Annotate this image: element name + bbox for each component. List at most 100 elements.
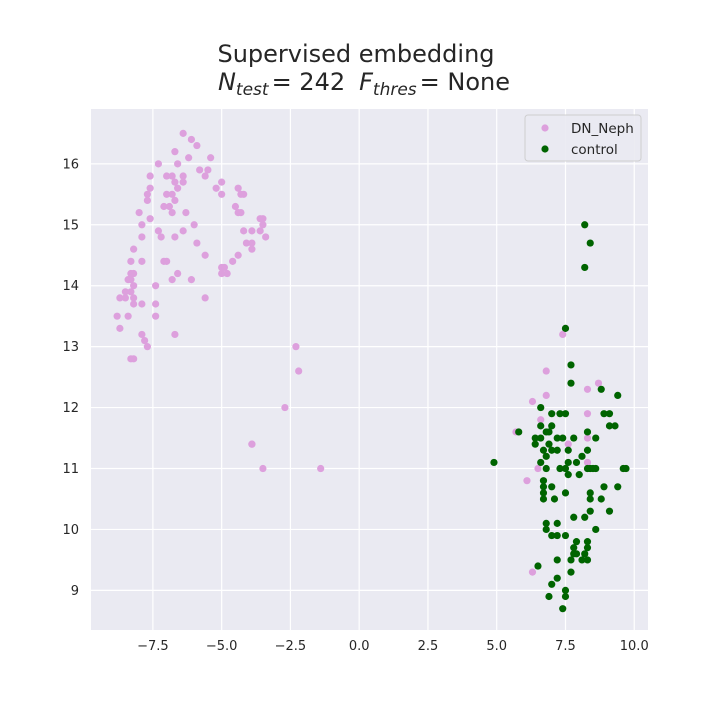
data-point bbox=[597, 385, 605, 393]
data-point bbox=[531, 440, 539, 448]
data-point bbox=[553, 446, 561, 454]
data-point bbox=[561, 410, 570, 418]
data-point bbox=[141, 336, 149, 345]
data-point bbox=[146, 215, 154, 223]
legend-marker bbox=[541, 124, 549, 132]
data-point bbox=[171, 148, 179, 156]
data-point bbox=[570, 544, 578, 552]
data-point bbox=[193, 239, 201, 247]
data-point bbox=[138, 300, 146, 308]
data-point bbox=[567, 556, 575, 564]
data-point bbox=[143, 190, 151, 198]
data-point bbox=[281, 403, 289, 412]
data-point bbox=[542, 452, 550, 460]
data-point bbox=[597, 495, 605, 503]
data-point bbox=[622, 464, 630, 473]
data-point bbox=[138, 221, 146, 229]
plot-area bbox=[91, 109, 648, 630]
data-point bbox=[614, 483, 622, 491]
data-point bbox=[572, 550, 581, 558]
data-point bbox=[539, 483, 548, 491]
data-point bbox=[234, 251, 242, 259]
data-point bbox=[174, 269, 182, 278]
data-point bbox=[248, 239, 256, 247]
data-point bbox=[130, 282, 138, 290]
data-point bbox=[545, 428, 553, 436]
data-point bbox=[531, 434, 539, 442]
title-line-1: Supervised embedding bbox=[217, 40, 494, 68]
data-point bbox=[614, 391, 622, 399]
data-point bbox=[295, 367, 303, 375]
data-point bbox=[539, 446, 548, 454]
data-point bbox=[548, 422, 556, 430]
data-point bbox=[583, 385, 592, 393]
data-point bbox=[548, 446, 556, 454]
data-point bbox=[130, 300, 138, 308]
data-point bbox=[157, 233, 165, 241]
x-tick-label: −2.5 bbox=[275, 639, 307, 654]
f-symbol: F bbox=[359, 68, 374, 96]
data-point bbox=[248, 440, 256, 448]
gridlines bbox=[91, 109, 648, 630]
data-point bbox=[179, 129, 187, 137]
data-point bbox=[572, 458, 581, 467]
data-point bbox=[583, 434, 592, 442]
data-point bbox=[539, 489, 548, 497]
data-point bbox=[528, 397, 537, 406]
data-point bbox=[548, 580, 556, 588]
data-point bbox=[564, 458, 572, 467]
data-point bbox=[124, 276, 132, 284]
data-point bbox=[152, 312, 160, 320]
data-point bbox=[259, 215, 267, 223]
y-tick-label: 12 bbox=[62, 401, 79, 416]
data-point bbox=[193, 141, 201, 150]
data-point bbox=[537, 416, 545, 424]
data-point bbox=[223, 269, 231, 278]
n-symbol: N bbox=[218, 68, 236, 96]
data-point bbox=[542, 464, 550, 473]
data-point bbox=[160, 202, 168, 211]
data-point bbox=[240, 227, 248, 235]
data-point bbox=[146, 184, 154, 192]
chart-title: Supervised embedding Ntest = 242 Fthres = N… bbox=[217, 40, 510, 100]
x-tick-label: 0.0 bbox=[349, 639, 370, 654]
data-point bbox=[559, 330, 567, 339]
data-point bbox=[138, 257, 146, 265]
data-point bbox=[561, 464, 570, 473]
data-point bbox=[218, 269, 226, 278]
data-point bbox=[256, 227, 264, 235]
data-point bbox=[152, 300, 160, 308]
data-point bbox=[262, 233, 270, 241]
data-point bbox=[171, 196, 179, 205]
data-point bbox=[242, 239, 251, 247]
data-point bbox=[559, 434, 567, 442]
data-point bbox=[201, 172, 209, 180]
data-point bbox=[561, 586, 570, 594]
data-point bbox=[561, 489, 570, 497]
data-point bbox=[292, 343, 300, 351]
data-point bbox=[600, 483, 608, 491]
data-point bbox=[240, 190, 248, 198]
data-point bbox=[171, 178, 179, 186]
data-point bbox=[539, 495, 548, 503]
data-point bbox=[594, 379, 603, 387]
n-value: = 242 bbox=[272, 68, 346, 96]
data-point bbox=[248, 245, 256, 253]
data-point bbox=[572, 538, 581, 546]
data-point bbox=[523, 477, 531, 485]
data-point bbox=[564, 446, 572, 454]
data-point bbox=[542, 391, 550, 399]
data-point bbox=[605, 422, 614, 430]
y-tick-label: 10 bbox=[62, 523, 79, 538]
data-point bbox=[130, 355, 138, 363]
data-point bbox=[570, 513, 578, 521]
data-point bbox=[561, 592, 570, 601]
data-point bbox=[605, 410, 614, 418]
data-point bbox=[138, 330, 146, 339]
data-point bbox=[586, 507, 594, 515]
data-point bbox=[231, 202, 240, 211]
legend-box bbox=[524, 114, 642, 162]
series-dn-neph bbox=[113, 129, 603, 576]
data-point bbox=[179, 172, 187, 180]
